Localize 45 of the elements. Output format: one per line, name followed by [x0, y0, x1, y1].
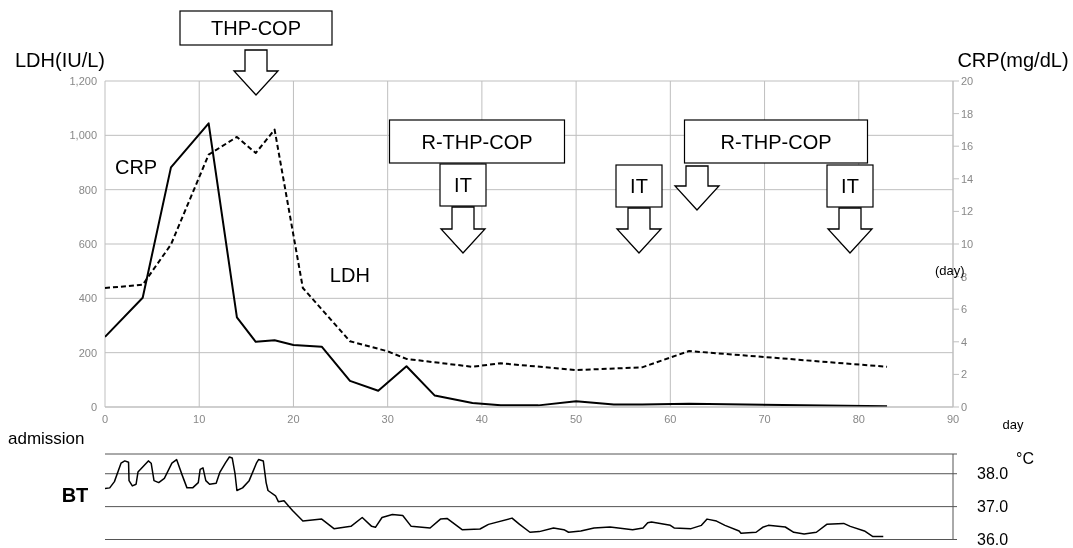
y-tick-label: 400 — [78, 292, 97, 305]
x-axis-title: day — [1002, 417, 1024, 432]
y-tick-label: 37.0 — [977, 498, 1009, 516]
y-tick-label: 1,200 — [69, 74, 97, 87]
y-tick-label: 36.0 — [977, 531, 1009, 548]
y-axis-title: LDH(IU/L) — [14, 49, 106, 71]
y-tick-label: 0 — [90, 400, 97, 413]
y-tick-label: 1,000 — [69, 129, 97, 142]
series-label: LDH — [329, 264, 370, 287]
y2-tick-label: 20 — [961, 74, 974, 87]
x-tick-label: 0 — [101, 412, 109, 425]
text: BT — [61, 484, 89, 506]
y-tick-label: 200 — [78, 346, 97, 359]
y-tick-label: 800 — [78, 183, 97, 196]
text: admission — [8, 429, 85, 448]
x-tick-label: 70 — [758, 412, 771, 425]
y-tick-label: 600 — [78, 237, 97, 250]
x-tick-label: 20 — [287, 412, 300, 425]
x-tick-label: 10 — [193, 412, 206, 425]
y2-tick-label: 10 — [961, 237, 974, 250]
y2-tick-label: 14 — [961, 172, 974, 185]
annotation: IT — [454, 174, 472, 196]
y2-tick-label: 12 — [961, 205, 974, 218]
annotation: IT — [630, 175, 648, 197]
y-tick-label: 38.0 — [977, 465, 1009, 483]
annotation: R-THP-COP — [720, 130, 832, 153]
x-tick-label: 30 — [381, 412, 394, 425]
text: THP-COP — [211, 17, 301, 39]
annotation: R-THP-COP — [421, 130, 533, 153]
y2-tick-label: 2 — [961, 368, 968, 381]
x-tick-label: 80 — [852, 412, 865, 425]
y2-tick-label: 4 — [961, 335, 968, 348]
x-tick-label: 50 — [569, 412, 583, 425]
series-label: CRP — [114, 156, 158, 179]
x-tick-label: 60 — [664, 412, 677, 425]
y2-tick-label: 18 — [961, 107, 974, 120]
y2-tick-label: 0 — [961, 400, 968, 413]
x-tick-label: 40 — [475, 412, 489, 425]
annotation: IT — [841, 175, 859, 197]
line-series — [105, 456, 885, 538]
y2-tick-label: 16 — [961, 140, 974, 153]
y-axis-title: °C — [1016, 450, 1034, 467]
y2-axis-title: CRP(mg/dL) — [957, 49, 1069, 71]
x-tick-label: 90 — [946, 412, 960, 425]
y2-tick-label: 6 — [961, 303, 968, 316]
